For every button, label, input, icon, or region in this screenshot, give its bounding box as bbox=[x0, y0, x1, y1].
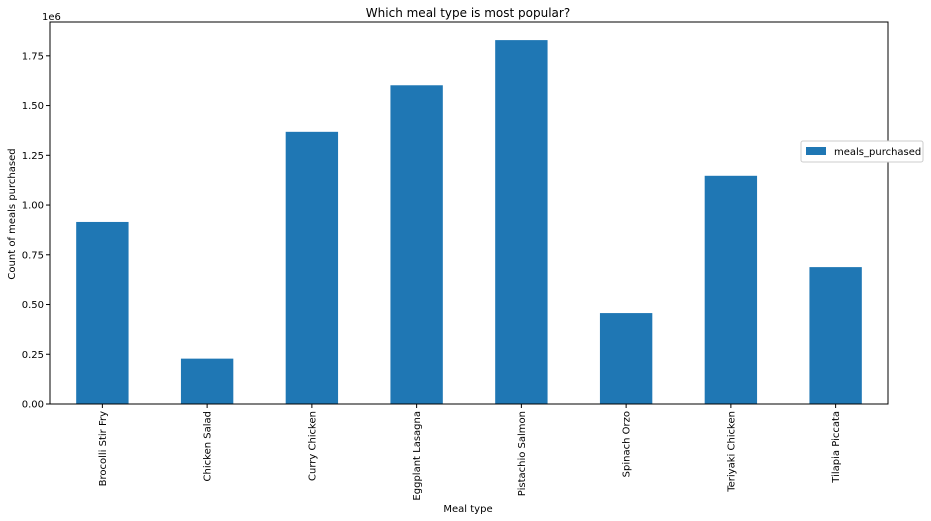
bar-chicken-salad bbox=[180, 358, 234, 404]
bar-eggplant-lasagna bbox=[390, 85, 443, 405]
bar-spinach-orzo bbox=[599, 313, 653, 404]
legend-swatch bbox=[806, 147, 826, 155]
y-tick-label: 1.75 bbox=[22, 51, 44, 62]
y-axis-label: Count of meals purchased bbox=[7, 148, 18, 279]
y-axis-ticks: 0.00 0.25 0.50 0.75 1.00 1.25 1.50 1.75 bbox=[22, 51, 50, 411]
x-tick-label: Tilapia Piccata bbox=[831, 411, 842, 484]
bar-brocolli-stir-fry bbox=[76, 221, 129, 404]
x-tick-label: Pistachio Salmon bbox=[517, 411, 528, 496]
legend-label: meals_purchased bbox=[834, 147, 921, 158]
y-tick-label: 1.25 bbox=[22, 151, 44, 162]
x-tick-label: Chicken Salad bbox=[203, 411, 214, 481]
legend: meals_purchased bbox=[800, 140, 924, 163]
chart-title: Which meal type is most popular? bbox=[366, 6, 570, 20]
x-tick-label: Eggplant Lasagna bbox=[412, 411, 423, 501]
bar-teriyaki-chicken bbox=[704, 175, 758, 404]
y-tick-label: 0.75 bbox=[22, 250, 44, 261]
x-tick-label: Spinach Orzo bbox=[622, 411, 633, 477]
x-tick-label: Brocolli Stir Fry bbox=[98, 411, 109, 486]
bars-group bbox=[76, 40, 862, 405]
x-axis-label: Meal type bbox=[443, 504, 492, 515]
legend-box bbox=[800, 140, 924, 163]
plot-frame bbox=[49, 21, 889, 405]
x-tick-label: Teriyaki Chicken bbox=[726, 411, 737, 493]
y-multiplier-label: 1e6 bbox=[42, 12, 61, 23]
y-tick-label: 0.25 bbox=[22, 350, 44, 361]
bar-pistachio-salmon bbox=[495, 40, 548, 404]
y-tick-label: 1.00 bbox=[22, 201, 44, 212]
bar-curry-chicken bbox=[285, 131, 339, 404]
bar-tilapia-piccata bbox=[809, 267, 862, 404]
x-tick-label: Curry Chicken bbox=[307, 411, 318, 481]
y-tick-label: 0.50 bbox=[22, 300, 44, 311]
y-tick-label: 0.00 bbox=[22, 400, 44, 411]
x-axis-ticks: Brocolli Stir Fry Chicken Salad Curry Chic… bbox=[98, 404, 842, 501]
y-tick-label: 1.50 bbox=[22, 101, 44, 112]
